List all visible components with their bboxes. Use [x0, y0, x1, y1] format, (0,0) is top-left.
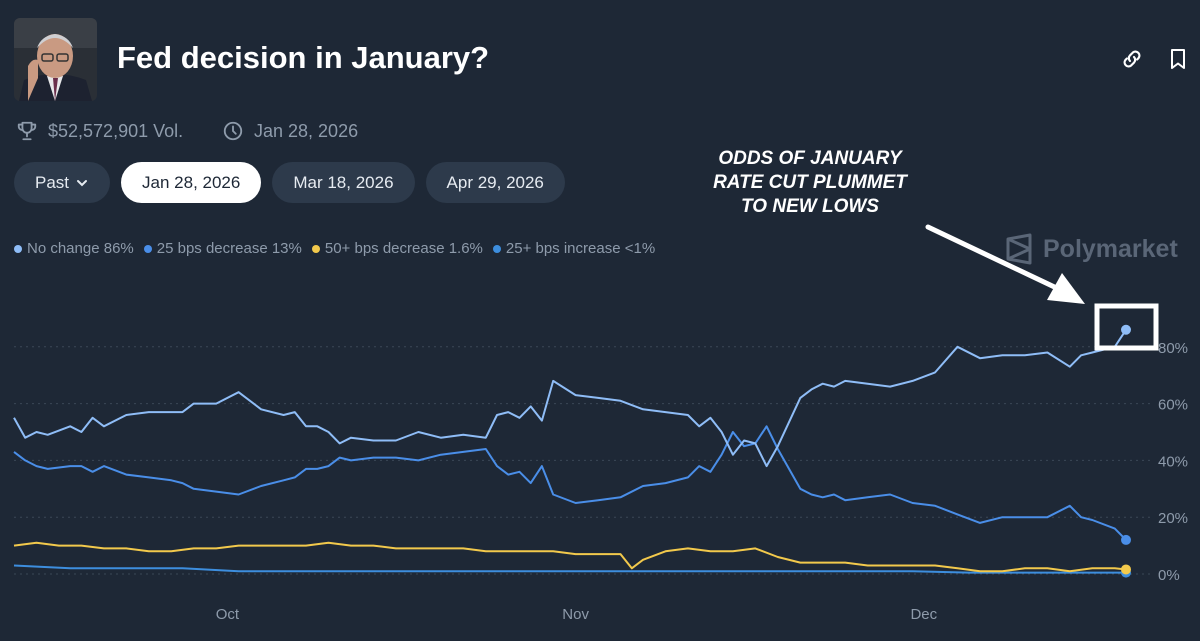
legend-label-no-change: No change 86% [27, 240, 134, 257]
chart-series [13, 329, 1127, 574]
y-tick-label: 0% [1158, 567, 1180, 584]
series-line-no-change [13, 329, 1127, 468]
tab-past-label: Past [35, 172, 70, 192]
legend-dot-50-decrease [311, 244, 320, 253]
clock-icon [223, 121, 243, 141]
legend-item-50-decrease: 50+ bps decrease 1.6% [311, 240, 483, 257]
series-line-50-bps-decrease [13, 541, 1127, 573]
bookmark-icon [1171, 49, 1185, 69]
annotation-arrow-head [1047, 273, 1085, 304]
tab-past[interactable]: Past [14, 162, 111, 203]
chevron-down-icon [77, 179, 88, 186]
legend-dot-25-decrease [143, 244, 152, 253]
link-icon [1123, 50, 1141, 68]
y-tick-label: 80% [1158, 340, 1188, 357]
annotation-line: ODDS OF JANUARY [718, 148, 902, 169]
series-end-dot [1121, 324, 1131, 335]
x-tick-label: Dec [910, 606, 937, 623]
legend-label-25-increase: 25+ bps increase <1% [505, 240, 656, 257]
bookmark-button[interactable] [1163, 44, 1193, 74]
annotation-arrow-shaft [925, 224, 1068, 295]
annotation-highlight-box [1094, 303, 1159, 351]
chart-grid [14, 346, 1150, 575]
market-avatar [14, 18, 97, 101]
annotation-line: TO NEW LOWS [741, 196, 879, 217]
y-axis-ticks: 0% 20% 40% 60% 80% [1158, 340, 1188, 584]
end-date-text: Jan 28, 2026 [254, 120, 359, 141]
series-end-dot [1121, 564, 1131, 575]
polymarket-watermark: Polymarket [1005, 233, 1178, 265]
x-axis-ticks: Oct Nov Dec [216, 606, 938, 623]
tab-apr-29-label: Apr 29, 2026 [446, 172, 544, 192]
legend-label-50-decrease: 50+ bps decrease 1.6% [324, 240, 483, 257]
polymarket-logo-icon [1006, 233, 1032, 265]
x-tick-label: Nov [562, 606, 589, 623]
chart-legend: No change 86% 25 bps decrease 13% 50+ bp… [14, 240, 655, 257]
y-tick-label: 60% [1158, 397, 1188, 414]
series-end-dots [1121, 324, 1131, 578]
trophy-icon [17, 121, 37, 141]
watermark-text: Polymarket [1043, 234, 1178, 263]
tab-mar-18[interactable]: Mar 18, 2026 [272, 162, 415, 203]
series-line-25-bps-decrease [13, 425, 1127, 541]
volume-stat: $52,572,901 Vol. [16, 120, 183, 142]
x-tick-label: Oct [216, 606, 240, 623]
legend-label-25-decrease: 25 bps decrease 13% [156, 240, 302, 257]
tab-jan-28[interactable]: Jan 28, 2026 [121, 162, 262, 203]
end-date-stat: Jan 28, 2026 [222, 120, 358, 142]
y-tick-label: 40% [1158, 453, 1188, 470]
legend-item-25-decrease: 25 bps decrease 13% [143, 240, 302, 257]
series-end-dot [1121, 534, 1131, 545]
date-tabs: Past Jan 28, 2026 Mar 18, 2026 Apr 29, 2… [14, 162, 565, 203]
volume-text: $52,572,901 Vol. [48, 120, 184, 141]
tab-jan-28-label: Jan 28, 2026 [142, 172, 241, 192]
annotation-text: ODDS OF JANUARY RATE CUT PLUMMET TO NEW … [685, 147, 935, 219]
tab-apr-29[interactable]: Apr 29, 2026 [425, 162, 565, 203]
annotation-line: RATE CUT PLUMMET [713, 172, 907, 193]
y-tick-label: 20% [1158, 510, 1188, 527]
tab-mar-18-label: Mar 18, 2026 [293, 172, 394, 192]
legend-item-no-change: No change 86% [14, 240, 134, 257]
copy-link-button[interactable] [1117, 44, 1147, 74]
legend-dot-25-increase [492, 244, 501, 253]
legend-item-25-increase: 25+ bps increase <1% [492, 240, 656, 257]
annotation-callout [925, 224, 1159, 351]
series-line-25-bps-increase [13, 564, 1126, 574]
legend-dot-no-change [14, 244, 22, 253]
page-title: Fed decision in January? [117, 40, 490, 75]
